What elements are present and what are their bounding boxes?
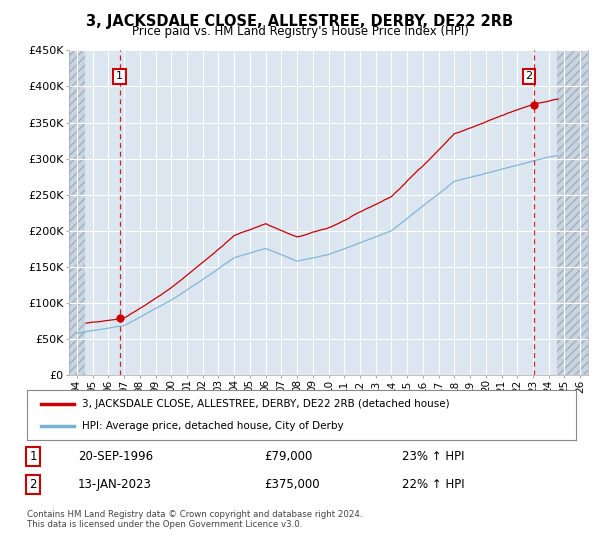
Text: Price paid vs. HM Land Registry's House Price Index (HPI): Price paid vs. HM Land Registry's House … <box>131 25 469 38</box>
Text: 20-SEP-1996: 20-SEP-1996 <box>78 450 153 463</box>
Text: 2: 2 <box>526 71 532 81</box>
Text: £79,000: £79,000 <box>264 450 313 463</box>
Text: 1: 1 <box>116 71 123 81</box>
Bar <box>69 50 85 375</box>
Bar <box>557 50 588 375</box>
Text: £375,000: £375,000 <box>264 478 320 491</box>
Text: Contains HM Land Registry data © Crown copyright and database right 2024.
This d: Contains HM Land Registry data © Crown c… <box>27 510 362 529</box>
Text: 13-JAN-2023: 13-JAN-2023 <box>78 478 152 491</box>
Text: 3, JACKSDALE CLOSE, ALLESTREE, DERBY, DE22 2RB: 3, JACKSDALE CLOSE, ALLESTREE, DERBY, DE… <box>86 14 514 29</box>
Text: 1: 1 <box>29 450 37 463</box>
Text: 23% ↑ HPI: 23% ↑ HPI <box>402 450 464 463</box>
Text: 22% ↑ HPI: 22% ↑ HPI <box>402 478 464 491</box>
Text: 3, JACKSDALE CLOSE, ALLESTREE, DERBY, DE22 2RB (detached house): 3, JACKSDALE CLOSE, ALLESTREE, DERBY, DE… <box>82 399 449 409</box>
Text: 2: 2 <box>29 478 37 491</box>
Text: HPI: Average price, detached house, City of Derby: HPI: Average price, detached house, City… <box>82 421 344 431</box>
